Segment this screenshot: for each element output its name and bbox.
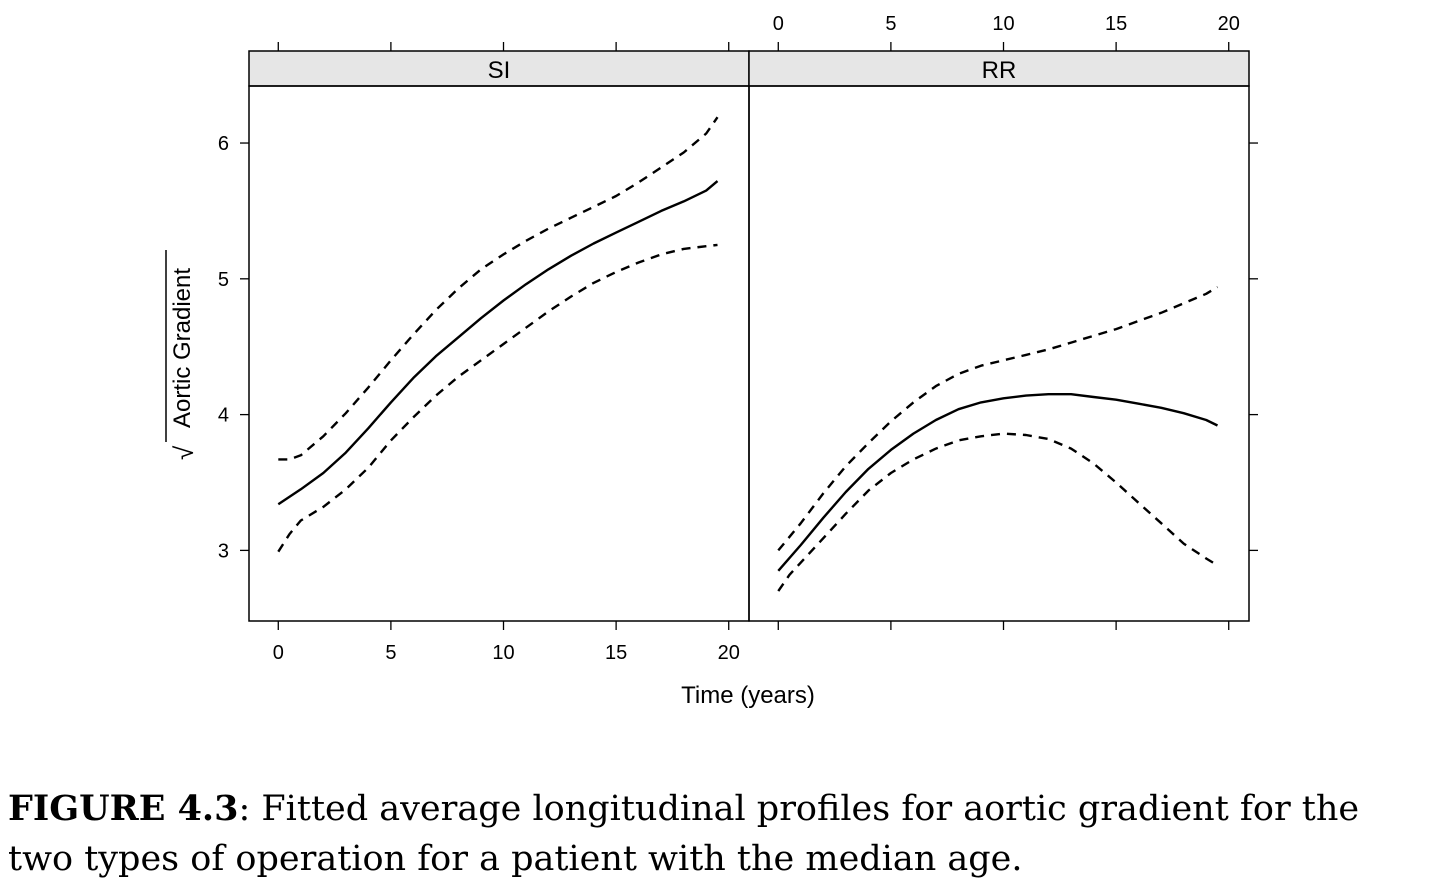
x-tick-label: 15 — [605, 642, 627, 664]
x-axis-label: Time (years) — [681, 682, 815, 709]
lower-bound-curve-si — [277, 243, 718, 553]
strip-label-rr: RR — [982, 57, 1017, 84]
x-tick-label-top: 20 — [1218, 13, 1240, 35]
fitted-curve-rr — [777, 393, 1219, 572]
plot-frame-rr — [748, 85, 1250, 622]
panel-rr: RR 0 5 10 15 20 — [748, 13, 1258, 630]
strip-rr — [748, 50, 1250, 87]
x-tick-label-top: 10 — [992, 13, 1014, 35]
figure-canvas: SI 0 5 10 15 20 3 4 5 6 RR 0 5 10 15 20 √ Aortic Gradie… — [165, 13, 1258, 709]
upper-bound-curve-rr — [777, 285, 1219, 552]
x-tick-label: 5 — [385, 642, 396, 664]
y-tick-label: 6 — [218, 133, 229, 155]
caption-text: : Fitted average longitudinal profiles f… — [8, 789, 1360, 879]
x-tick-label: 0 — [273, 642, 284, 664]
figure-caption: FIGURE 4.3: Fitted average longitudinal … — [8, 784, 1453, 884]
x-tick-label-top: 5 — [885, 13, 896, 35]
y-axis-label-symbol: √ — [169, 445, 199, 460]
x-tick-label-top: 15 — [1105, 13, 1127, 35]
panel-si: SI 0 5 10 15 20 3 4 5 6 — [218, 42, 750, 664]
panels: SI 0 5 10 15 20 3 4 5 6 RR 0 5 10 15 20 — [218, 13, 1258, 664]
y-axis-label: Aortic Gradient — [169, 268, 196, 428]
plot-frame-si — [248, 85, 750, 622]
strip-si — [248, 50, 750, 87]
x-tick-label-top: 0 — [773, 13, 784, 35]
y-tick-label: 5 — [218, 269, 229, 291]
x-tick-label: 20 — [718, 642, 740, 664]
fitted-curve-si — [277, 180, 719, 506]
caption-label: FIGURE 4.3 — [8, 788, 239, 829]
upper-bound-curve-si — [278, 116, 719, 461]
lower-bound-curve-rr — [777, 432, 1219, 592]
strip-label-si: SI — [488, 57, 511, 84]
y-tick-label: 3 — [218, 540, 229, 562]
x-tick-label: 10 — [492, 642, 514, 664]
y-tick-label: 4 — [218, 405, 229, 427]
